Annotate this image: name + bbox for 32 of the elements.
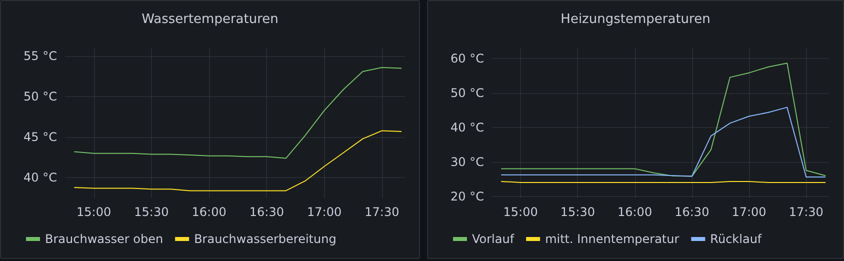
y-tick-label: 40 °C: [24, 170, 57, 185]
legend-label: Brauchwasser oben: [45, 232, 164, 246]
x-tick-label: 16:00: [192, 205, 226, 219]
x-tick-label: 15:00: [76, 205, 112, 219]
x-tick-label: 17:00: [307, 205, 342, 219]
x-tick-label: 17:30: [788, 205, 824, 219]
x-tick-label: 15:00: [503, 205, 538, 219]
line-series: [74, 66, 402, 159]
chart-title: Heizungstemperaturen: [560, 12, 710, 27]
y-tick-label: 20 °C: [450, 189, 484, 204]
y-tick-label: 50 °C: [24, 90, 57, 104]
y-tick-label: 50 °C: [450, 86, 484, 100]
y-tick-label: 45 °C: [24, 130, 57, 144]
y-tick-label: 40 °C: [450, 120, 484, 134]
line-series: [501, 106, 826, 178]
x-tick-label: 16:00: [618, 205, 652, 219]
x-tick-label: 17:30: [364, 205, 400, 219]
x-tick-label: 16:30: [249, 205, 284, 219]
y-tick-label: 30 °C: [450, 154, 484, 169]
x-tick-label: 15:30: [134, 205, 169, 219]
legend-label: Vorlauf: [472, 232, 515, 246]
x-tick-label: 15:30: [560, 205, 595, 219]
legend-label: Rücklauf: [710, 232, 762, 246]
line-series: [74, 130, 402, 192]
chart-title: Wassertemperaturen: [142, 12, 278, 27]
legend-label: mitt. Innentemperatur: [545, 232, 680, 246]
line-series: [501, 62, 826, 177]
x-tick-label: 16:30: [674, 205, 710, 219]
y-tick-label: 60 °C: [450, 51, 484, 66]
legend-label: Brauchwasserbereitung: [194, 232, 336, 246]
y-tick-label: 55 °C: [24, 49, 57, 64]
x-tick-label: 17:00: [732, 205, 766, 219]
